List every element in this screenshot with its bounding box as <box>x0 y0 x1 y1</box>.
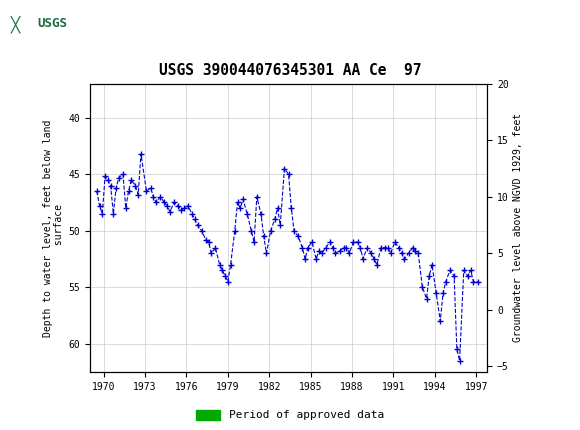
Y-axis label: Depth to water level, feet below land
 surface: Depth to water level, feet below land su… <box>43 119 64 337</box>
Y-axis label: Groundwater level above NGVD 1929, feet: Groundwater level above NGVD 1929, feet <box>513 114 523 342</box>
Legend: Period of approved data: Period of approved data <box>191 405 389 425</box>
Text: ╳: ╳ <box>10 15 20 33</box>
FancyBboxPatch shape <box>5 5 71 45</box>
Text: USGS 390044076345301 AA Ce  97: USGS 390044076345301 AA Ce 97 <box>159 64 421 78</box>
Text: USGS: USGS <box>38 17 68 30</box>
